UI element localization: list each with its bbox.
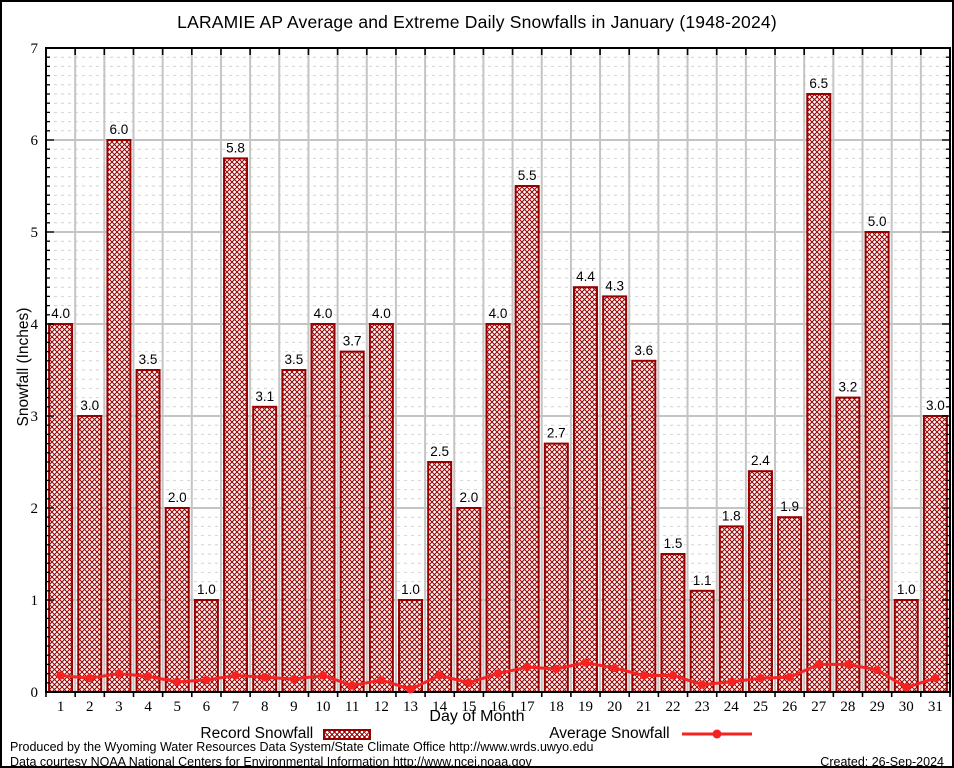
svg-text:16: 16 — [491, 699, 507, 715]
svg-text:28: 28 — [840, 699, 855, 715]
svg-text:4.0: 4.0 — [489, 306, 508, 321]
svg-text:1.9: 1.9 — [780, 499, 799, 514]
svg-text:7: 7 — [31, 41, 39, 57]
svg-text:5.5: 5.5 — [518, 168, 537, 183]
svg-text:3.7: 3.7 — [343, 334, 362, 349]
svg-text:2.7: 2.7 — [547, 426, 566, 441]
svg-text:7: 7 — [232, 699, 240, 715]
svg-text:3.6: 3.6 — [634, 343, 653, 358]
svg-text:5.8: 5.8 — [226, 140, 245, 155]
svg-text:27: 27 — [811, 699, 827, 715]
y-axis-title: Snowfall (Inches) — [15, 307, 32, 427]
footer-line1: Produced by the Wyoming Water Resources … — [10, 740, 594, 754]
svg-text:5: 5 — [173, 699, 181, 715]
svg-text:6.0: 6.0 — [110, 122, 129, 137]
svg-text:1.5: 1.5 — [664, 536, 683, 551]
svg-text:11: 11 — [345, 699, 359, 715]
svg-text:4.4: 4.4 — [576, 269, 595, 284]
record-snowfall-swatch-icon — [323, 728, 372, 740]
svg-text:14: 14 — [432, 699, 448, 715]
svg-text:3.2: 3.2 — [839, 380, 858, 395]
svg-text:0: 0 — [31, 685, 39, 701]
legend-average-label: Average Snowfall — [549, 725, 670, 742]
svg-text:17: 17 — [520, 699, 536, 715]
svg-text:6.5: 6.5 — [809, 76, 828, 91]
svg-text:3.1: 3.1 — [255, 389, 274, 404]
legend: Record Snowfall Average Snowfall — [2, 725, 952, 743]
svg-text:13: 13 — [403, 699, 418, 715]
svg-text:4.0: 4.0 — [314, 306, 333, 321]
svg-text:8: 8 — [261, 699, 269, 715]
svg-text:2.5: 2.5 — [430, 444, 449, 459]
svg-text:22: 22 — [665, 699, 680, 715]
svg-text:29: 29 — [870, 699, 885, 715]
svg-text:2: 2 — [86, 699, 94, 715]
svg-text:1: 1 — [57, 699, 65, 715]
svg-text:12: 12 — [374, 699, 389, 715]
svg-text:26: 26 — [782, 699, 798, 715]
legend-item-record: Record Snowfall — [200, 725, 372, 743]
svg-text:4.0: 4.0 — [51, 306, 70, 321]
svg-text:1.1: 1.1 — [693, 573, 712, 588]
svg-text:4.0: 4.0 — [372, 306, 391, 321]
svg-text:2.0: 2.0 — [459, 490, 478, 505]
svg-text:1.0: 1.0 — [897, 582, 916, 597]
svg-text:1.0: 1.0 — [401, 582, 420, 597]
svg-text:6: 6 — [203, 699, 211, 715]
svg-text:4.3: 4.3 — [605, 278, 624, 293]
svg-text:1.0: 1.0 — [197, 582, 216, 597]
svg-text:3.5: 3.5 — [139, 352, 158, 367]
svg-text:24: 24 — [724, 699, 740, 715]
svg-text:21: 21 — [636, 699, 651, 715]
svg-text:18: 18 — [549, 699, 564, 715]
svg-text:5: 5 — [31, 225, 39, 241]
svg-text:31: 31 — [928, 699, 943, 715]
svg-text:3.0: 3.0 — [80, 398, 99, 413]
footer-created: Created: 26-Sep-2024 — [820, 754, 944, 768]
svg-text:2: 2 — [31, 501, 39, 517]
svg-text:9: 9 — [290, 699, 298, 715]
svg-text:30: 30 — [899, 699, 914, 715]
svg-text:3.5: 3.5 — [284, 352, 303, 367]
svg-text:3: 3 — [31, 409, 39, 425]
svg-text:20: 20 — [607, 699, 622, 715]
average-snowfall-line-icon — [681, 729, 752, 739]
svg-text:3: 3 — [115, 699, 123, 715]
svg-text:4: 4 — [31, 317, 39, 333]
svg-text:3.0: 3.0 — [926, 398, 945, 413]
svg-text:19: 19 — [578, 699, 593, 715]
x-axis-title: Day of Month — [429, 708, 525, 725]
svg-text:25: 25 — [753, 699, 768, 715]
svg-text:4: 4 — [144, 699, 152, 715]
legend-item-average: Average Snowfall — [549, 725, 753, 743]
footer-line2: Data courtesy NOAA National Centers for … — [10, 754, 532, 768]
svg-text:23: 23 — [695, 699, 710, 715]
svg-text:10: 10 — [316, 699, 331, 715]
footer: Produced by the Wyoming Water Resources … — [10, 740, 944, 768]
svg-text:1: 1 — [31, 593, 39, 609]
chart-title: LARAMIE AP Average and Extreme Daily Sno… — [177, 12, 777, 32]
svg-text:6: 6 — [31, 133, 39, 149]
svg-text:2.0: 2.0 — [168, 490, 187, 505]
svg-text:5.0: 5.0 — [868, 214, 887, 229]
svg-text:1.8: 1.8 — [722, 508, 741, 523]
svg-text:15: 15 — [461, 699, 476, 715]
legend-record-label: Record Snowfall — [200, 725, 314, 742]
svg-text:2.4: 2.4 — [751, 453, 770, 468]
footer-line2-row: Data courtesy NOAA National Centers for … — [10, 754, 944, 768]
